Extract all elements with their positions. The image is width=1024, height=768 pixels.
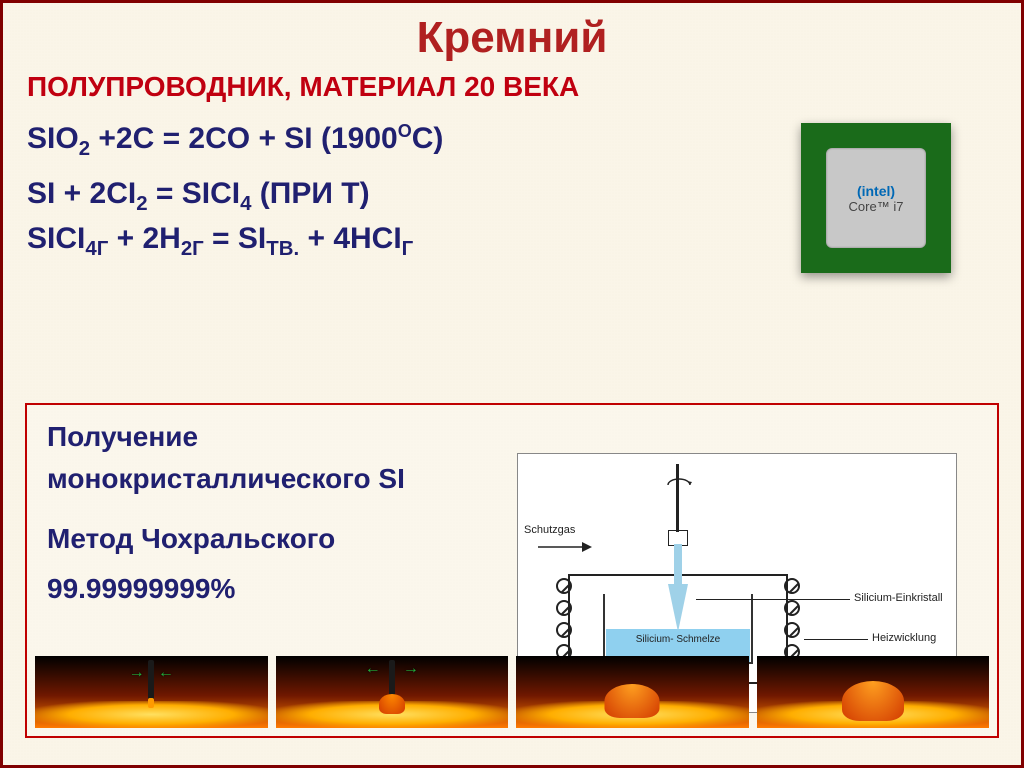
label-schmelze: Silicium- Schmelze bbox=[633, 634, 723, 645]
crystal-icon bbox=[668, 584, 688, 632]
slide-title: Кремний bbox=[27, 13, 997, 63]
crystal-neck bbox=[674, 544, 682, 586]
pull-rod bbox=[676, 464, 679, 532]
stage-1: → ← bbox=[35, 656, 268, 728]
cpu-chip-image: (intel) Core™ i7 bbox=[801, 123, 951, 273]
label-einkristall: Silicium-Einkristall bbox=[854, 592, 943, 604]
label-heizwicklung: Heizwicklung bbox=[872, 632, 936, 644]
stage-2: ← → bbox=[276, 656, 509, 728]
lower-box: Получение монокристаллического SI Метод … bbox=[25, 403, 999, 738]
slide-subtitle: ПОЛУПРОВОДНИК, МАТЕРИАЛ 20 ВЕКА bbox=[27, 71, 997, 103]
arrows-icon: ← → bbox=[276, 660, 509, 678]
coil-icon bbox=[784, 578, 800, 594]
rotation-arrow-icon bbox=[664, 476, 694, 494]
arrows-icon: → ← bbox=[35, 664, 268, 682]
gas-arrow-icon bbox=[538, 540, 592, 554]
label-schutzgas: Schutzgas bbox=[524, 524, 575, 536]
stage-3 bbox=[516, 656, 749, 728]
chip-brand: (intel) bbox=[857, 183, 895, 199]
slide: Кремний ПОЛУПРОВОДНИК, МАТЕРИАЛ 20 ВЕКА … bbox=[0, 0, 1024, 768]
coil-icon bbox=[556, 600, 572, 616]
process-strip: → ← ← → bbox=[35, 656, 989, 728]
chip-line: Core™ i7 bbox=[849, 199, 904, 214]
stage-4 bbox=[757, 656, 990, 728]
coil-icon bbox=[556, 622, 572, 638]
coil-icon bbox=[784, 600, 800, 616]
lower-line1: Получение bbox=[47, 421, 977, 453]
coil-icon bbox=[556, 578, 572, 594]
coil-icon bbox=[784, 622, 800, 638]
